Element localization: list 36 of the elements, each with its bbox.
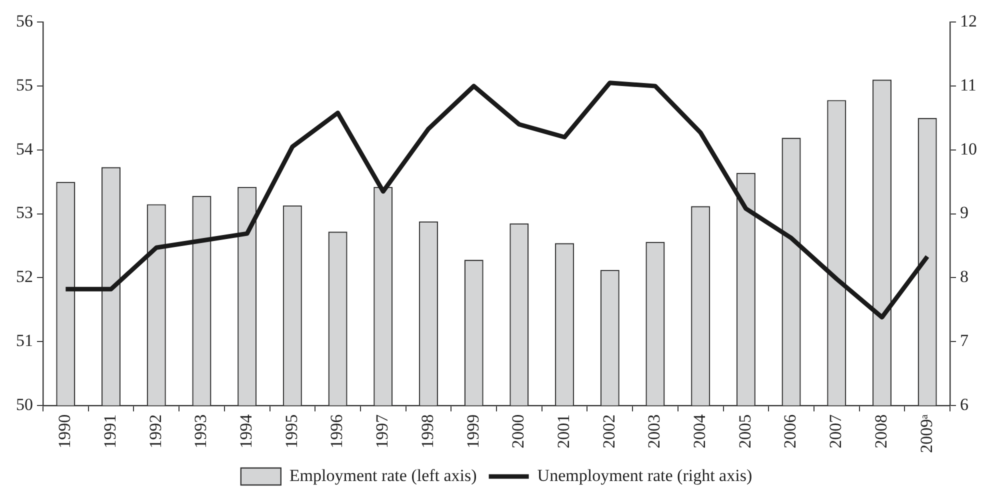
x-tick-label: 2007 [826, 414, 846, 448]
y-tick-label: 50 [16, 394, 33, 414]
x-tick-label: 1994 [236, 414, 256, 448]
legend-label: Employment rate (left axis) [289, 466, 477, 485]
y-tick-label: 52 [16, 267, 33, 286]
y2-tick-label: 10 [960, 139, 977, 158]
x-tick-label: 2009ᵃ [916, 414, 936, 454]
x-tick-label: 2005 [735, 414, 754, 448]
x-tick-label: 2002 [599, 414, 618, 448]
y-tick-label: 55 [16, 76, 33, 95]
y2-tick-label: 6 [960, 394, 968, 414]
x-tick-label: 1997 [372, 414, 392, 448]
y2-tick-label: 12 [960, 12, 977, 31]
x-tick-label: 2008 [871, 414, 890, 448]
x-tick-label: 2000 [508, 414, 528, 448]
x-tick-label: 1995 [282, 414, 301, 448]
x-tick-label: 2004 [690, 414, 710, 448]
y2-tick-label: 7 [960, 330, 969, 350]
y-tick-label: 54 [16, 139, 34, 158]
y-tick-label: 56 [16, 12, 33, 31]
x-tick-label: 1999 [463, 414, 482, 448]
legend-label: Unemployment rate (right axis) [537, 466, 752, 485]
x-tick-label: 1990 [55, 414, 74, 448]
x-tick-label: 1992 [146, 414, 165, 448]
x-tick-label: 2003 [644, 414, 664, 448]
x-tick-label: 1993 [191, 414, 210, 448]
y2-tick-label: 8 [960, 267, 968, 286]
x-tick-label: 1998 [418, 414, 437, 448]
y-tick-label: 53 [16, 203, 33, 222]
x-tick-label: 2006 [780, 414, 800, 448]
x-tick-label: 1991 [100, 414, 120, 448]
x-tick-label: 1996 [327, 414, 346, 448]
y2-tick-label: 9 [960, 203, 968, 222]
y-tick-label: 51 [16, 330, 33, 350]
x-tick-label: 2001 [554, 414, 573, 448]
y2-tick-label: 11 [960, 76, 976, 95]
